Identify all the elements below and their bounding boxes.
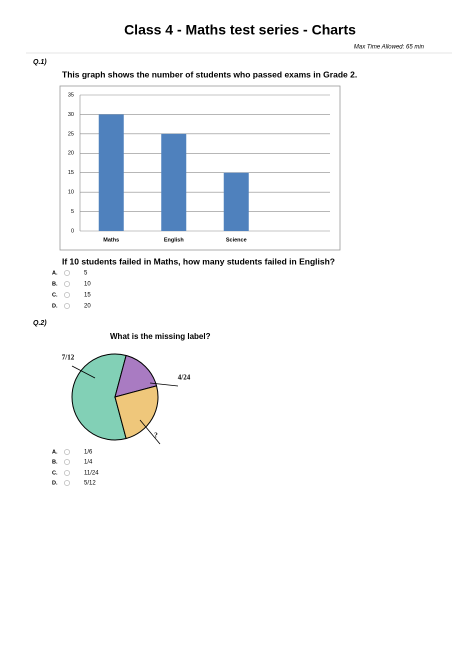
option-radio[interactable] (64, 303, 70, 309)
y-tick-label: 30 (68, 112, 74, 118)
pie-slice (71, 353, 127, 441)
option-text: 5/12 (84, 481, 96, 487)
x-tick-label: Maths (103, 237, 119, 243)
option-text: 10 (84, 282, 91, 288)
option-radio[interactable] (64, 270, 70, 276)
pie-slice (114, 385, 159, 440)
option-text: 15 (84, 293, 91, 299)
option-text: 1/4 (84, 460, 93, 466)
y-tick-label: 35 (68, 92, 74, 98)
option-radio[interactable] (64, 449, 70, 455)
option-letter: A. (52, 270, 58, 276)
y-tick-label: 15 (68, 170, 74, 176)
option-letter: B. (52, 281, 58, 287)
option-radio[interactable] (64, 470, 70, 476)
option-letter: A. (52, 449, 58, 455)
option-text: 20 (84, 304, 91, 310)
label-arrow (139, 419, 161, 445)
y-tick-label: 5 (71, 209, 74, 215)
option-letter: C. (52, 470, 58, 476)
question-text: If 10 students failed in Maths, how many… (62, 256, 335, 266)
option-radio[interactable] (64, 459, 70, 465)
bar (98, 114, 124, 231)
bar (223, 172, 249, 231)
y-tick-label: 0 (71, 228, 74, 234)
option-radio[interactable] (64, 281, 70, 287)
pie-slice (114, 354, 158, 398)
slice-label: 7/12 (62, 354, 75, 362)
question-number: Q.2) (33, 320, 47, 327)
slice-label: 4/24 (178, 374, 191, 382)
label-arrow (149, 382, 179, 387)
time-allowed: Max Time Allowed: 65 min (354, 45, 425, 51)
option-radio[interactable] (64, 292, 70, 298)
question-number: Q.1) (33, 59, 47, 66)
option-text: 5 (84, 271, 88, 277)
option-text: 11/24 (84, 471, 99, 477)
option-letter: B. (52, 459, 58, 465)
slice-label: ? (154, 432, 158, 440)
chart-title: This graph shows the number of students … (62, 69, 357, 79)
bar (161, 133, 187, 231)
y-tick-label: 25 (68, 131, 74, 137)
y-tick-label: 20 (68, 151, 74, 157)
y-tick-label: 10 (68, 190, 74, 196)
option-letter: D. (52, 303, 58, 309)
option-letter: D. (52, 480, 58, 486)
page-title: Class 4 - Maths test series - Charts (124, 22, 356, 38)
chart-title: What is the missing label? (110, 332, 211, 341)
option-text: 1/6 (84, 450, 93, 456)
option-letter: C. (52, 292, 58, 298)
option-radio[interactable] (64, 480, 70, 486)
label-arrow (71, 365, 96, 379)
x-tick-label: Science (226, 237, 247, 243)
x-tick-label: English (164, 237, 185, 243)
